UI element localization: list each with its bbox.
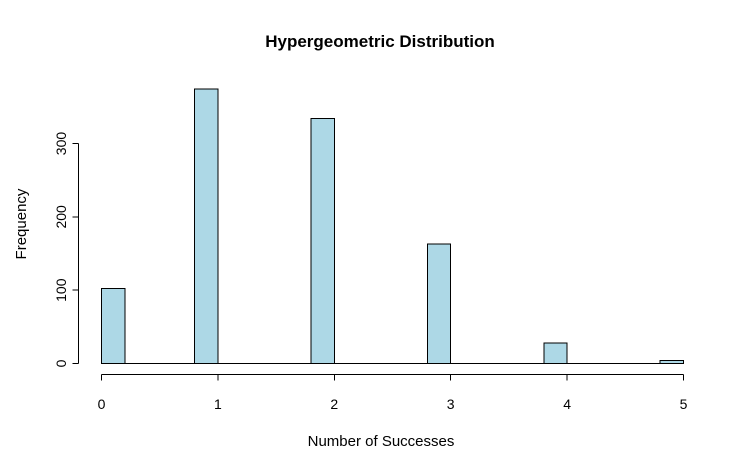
x-tick-label: 3: [447, 396, 455, 412]
x-tick-label: 5: [680, 396, 688, 412]
histogram-bar: [426, 243, 452, 364]
y-tick-label: 200: [53, 205, 69, 229]
y-tick-label: 0: [53, 359, 69, 367]
x-tick-label: 1: [214, 396, 222, 412]
y-tick-label: 300: [53, 132, 69, 156]
x-tick-label: 4: [563, 396, 571, 412]
histogram-bar: [101, 288, 126, 365]
histogram-bar: [194, 88, 219, 364]
x-axis-label: Number of Successes: [308, 433, 455, 450]
x-tick-label: 2: [330, 396, 338, 412]
chart-title: Hypergeometric Distribution: [265, 32, 495, 51]
histogram-bar: [310, 118, 335, 364]
histogram-bar: [659, 360, 684, 365]
y-axis-label: Frequency: [13, 188, 30, 259]
plot-layer: 0 100 200 300 0 1 2 3 4 5: [53, 88, 688, 412]
y-tick-label: 100: [53, 278, 69, 302]
histogram-bar: [543, 342, 568, 365]
x-tick-label: 0: [98, 396, 106, 412]
